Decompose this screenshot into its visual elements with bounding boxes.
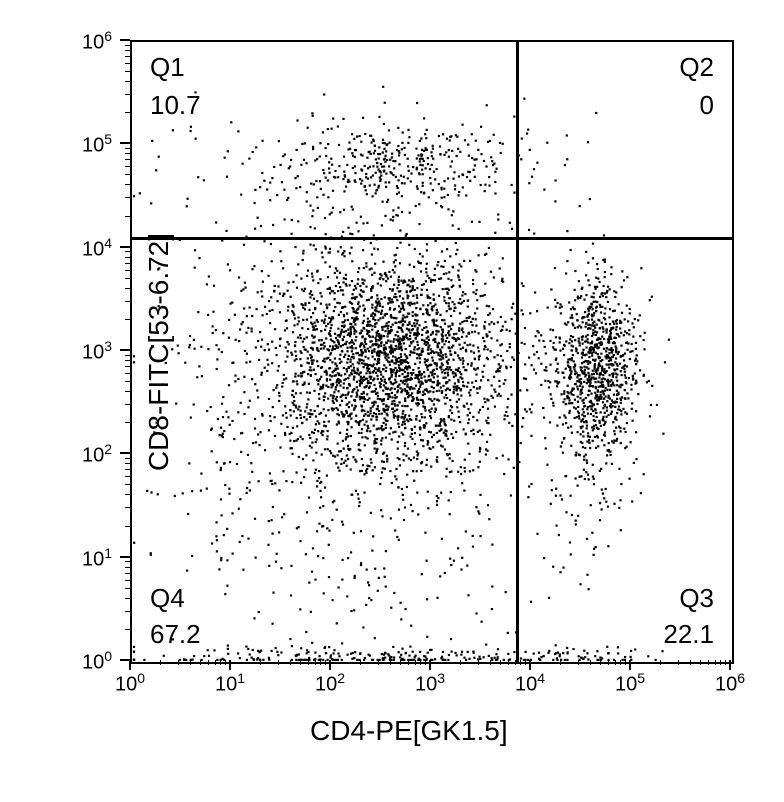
q2-value: 0 [700, 90, 714, 121]
x-tick-mark [429, 660, 431, 670]
x-tick-mark [329, 660, 331, 670]
y-tick-label: 102 [82, 441, 112, 468]
plot-area: Q1 10.7 Q2 0 Q3 22.1 Q4 67.2 [130, 40, 734, 664]
y-tick-label: 101 [82, 545, 112, 572]
quadrant-line-vertical [516, 42, 519, 662]
q1-value: 10.7 [150, 90, 201, 121]
q1-label: Q1 [150, 52, 185, 83]
x-tick-label: 102 [315, 670, 345, 697]
x-tick-label: 101 [215, 670, 245, 697]
x-tick-label: 103 [415, 670, 445, 697]
y-tick-label: 105 [82, 131, 112, 158]
x-tick-label: 106 [715, 670, 745, 697]
x-tick-mark [729, 660, 731, 670]
x-tick-mark [129, 660, 131, 670]
x-tick-label: 105 [615, 670, 645, 697]
q4-value: 67.2 [150, 619, 201, 650]
y-tick-mark [120, 349, 130, 351]
y-tick-mark [120, 452, 130, 454]
quadrant-line-horizontal [132, 237, 732, 240]
q3-label: Q3 [679, 583, 714, 614]
y-tick-mark [120, 556, 130, 558]
q3-value: 22.1 [663, 619, 714, 650]
x-axis-label: CD4-PE[GK1.5] [310, 715, 508, 747]
y-tick-label: 104 [82, 235, 112, 262]
flow-cytometry-chart: Q1 10.7 Q2 0 Q3 22.1 Q4 67.2 CD8-FITC[53… [20, 20, 764, 782]
x-tick-mark [229, 660, 231, 670]
scatter-dots [132, 42, 732, 662]
y-tick-label: 106 [82, 28, 112, 55]
x-tick-mark [529, 660, 531, 670]
y-tick-mark [120, 659, 130, 661]
y-tick-mark [120, 246, 130, 248]
y-tick-mark [120, 142, 130, 144]
y-tick-label: 103 [82, 338, 112, 365]
y-tick-mark [120, 39, 130, 41]
y-tick-label: 100 [82, 648, 112, 675]
x-tick-mark [629, 660, 631, 670]
x-tick-label: 104 [515, 670, 545, 697]
y-axis-label: CD8-FITC[53-6.72] [143, 233, 175, 471]
q2-label: Q2 [679, 52, 714, 83]
x-tick-label: 100 [115, 670, 145, 697]
q4-label: Q4 [150, 583, 185, 614]
